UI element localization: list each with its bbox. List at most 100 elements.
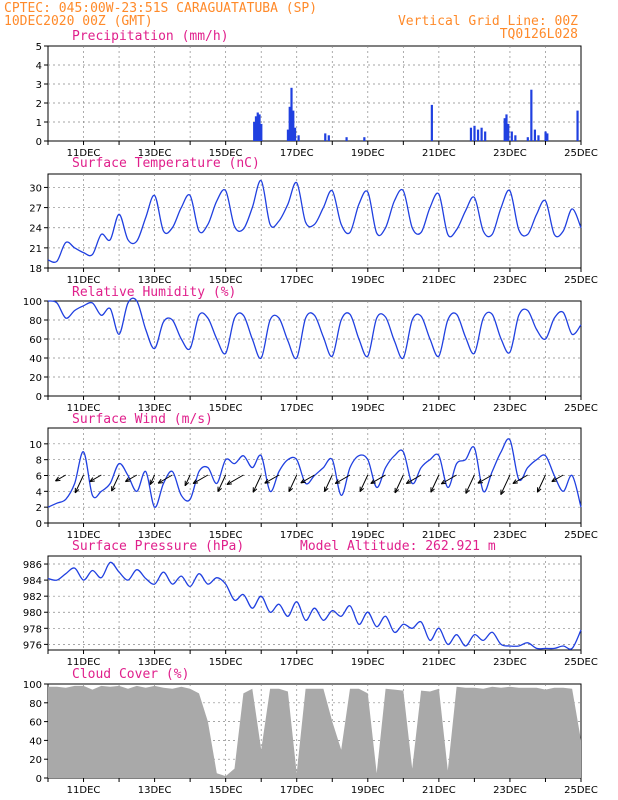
xtick-label: 13DEC [138,148,172,159]
wind-arrow [264,474,280,484]
wind-arrow-head [512,479,517,484]
xtick-label: 19DEC [351,530,385,541]
precip-bar [546,133,549,141]
ytick-label: 24 [29,224,42,235]
xtick-label: 23DEC [493,530,527,541]
xtick-label: 21DEC [422,530,456,541]
precip-bar [345,137,348,141]
xtick-label: 15DEC [209,530,243,541]
precip-bar [292,110,295,141]
ytick-label: 1 [36,118,42,129]
wind-arrow-head [217,487,222,493]
header-date: 10DEC2020 00Z (GMT) [4,14,153,29]
precip-bar [260,123,263,141]
xtick-label: 23DEC [493,657,527,668]
ytick-label: 984 [23,576,42,587]
xtick-label: 11DEC [67,148,101,159]
precip-bar [297,135,300,141]
ytick-label: 980 [23,608,42,619]
wind-arrow-head [55,476,59,482]
wind-arrow [149,474,156,485]
precip-bar [533,129,537,141]
xtick-label: 21DEC [422,275,456,286]
ytick-label: 40 [29,736,42,747]
wind-arrow-head [74,489,80,494]
ytick-label: 27 [29,204,42,215]
wind-arrow-head [192,479,197,484]
wind-arrow-head [89,480,95,483]
xtick-label: 13DEC [138,275,172,286]
rh-title: Relative Humidity (%) [72,285,236,300]
series-line-1 [47,180,582,263]
wind-arrow [430,474,440,493]
wind-arrow [192,474,209,484]
xtick-label: 13DEC [138,403,172,414]
xtick-label: 19DEC [351,657,385,668]
xtick-label: 11DEC [67,657,101,668]
wind-arrow-head [430,488,435,493]
ytick-label: 5 [36,42,42,53]
xtick-label: 21DEC [422,403,456,414]
xtick-label: 15DEC [209,148,243,159]
xtick-label: 17DEC [280,530,314,541]
ytick-label: 2 [36,503,42,514]
wind-arrow-head [537,488,542,493]
ytick-label: 978 [23,624,42,635]
precip-bar [476,129,480,141]
wind-arrow [300,474,315,484]
wind-arrow-head [441,482,447,485]
precip-bar [290,87,293,141]
wind-arrow-head [125,480,131,483]
xtick-label: 15DEC [209,785,243,796]
wind-arrow [512,474,528,484]
xtick-label: 17DEC [280,275,314,286]
wind-arrow [370,474,386,484]
precip-bar [526,137,529,141]
ytick-label: 0 [36,774,42,785]
wind-arrow-head [551,480,557,483]
wind-arrow-head [512,482,518,485]
ytick-label: 976 [23,640,42,651]
wind-arrow [157,474,173,484]
header-station: CPTEC: 045:00W-23:51S CARAGUATATUBA (SP) [4,1,317,16]
ytick-label: 60 [29,335,42,346]
xtick-label: 25DEC [564,403,598,414]
precip-bar [256,112,259,141]
xtick-label: 19DEC [351,785,385,796]
wind-arrow-head [477,478,482,484]
ytick-label: 10 [29,440,42,451]
wind-arrow-head [370,479,375,484]
ytick-label: 0 [36,137,42,148]
precip-bar [505,114,508,141]
xtick-label: 19DEC [351,148,385,159]
altitude-annotation: Model Altitude: 262.921 m [300,539,496,554]
wind-arrow-head [55,479,61,482]
wind-arrow [500,474,511,495]
wind-arrow [89,474,102,483]
precip-bar [363,137,366,141]
precip-bar [469,127,473,141]
wind-arrow-head [324,487,329,493]
wind-arrow-head [370,482,376,485]
ytick-label: 2 [36,99,42,110]
ytick-label: 0 [36,519,42,530]
precip-bar [258,114,261,141]
ytick-label: 80 [29,316,42,327]
ytick-label: 100 [23,297,42,308]
wind-arrow-head [335,482,341,485]
wind-arrow-head [193,482,199,485]
xtick-label: 21DEC [422,657,456,668]
wind-arrow-head [405,479,410,484]
xtick-label: 23DEC [493,785,527,796]
xtick-label: 25DEC [564,785,598,796]
series-line-4 [47,561,582,650]
precip-bar [253,122,256,141]
xtick-label: 17DEC [280,657,314,668]
ytick-label: 6 [36,472,42,483]
wind-arrow [334,474,351,484]
precip-bar [324,133,327,141]
xtick-label: 25DEC [564,148,598,159]
wind-arrow [226,474,244,485]
ytick-label: 4 [36,487,42,498]
ytick-label: 100 [23,680,42,691]
